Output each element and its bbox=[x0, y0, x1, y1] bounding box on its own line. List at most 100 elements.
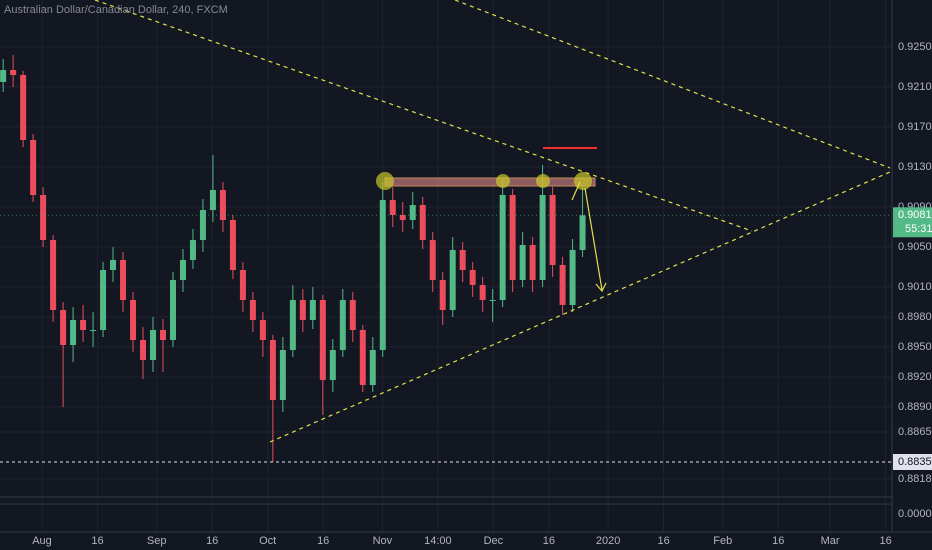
candle-body bbox=[229, 220, 236, 270]
resistance-zone bbox=[384, 177, 596, 187]
y-tick-label: 0.88180 bbox=[898, 473, 932, 485]
candle-body bbox=[359, 330, 366, 385]
candle-body bbox=[299, 300, 306, 320]
candle-body bbox=[0, 70, 7, 82]
candle-body bbox=[499, 195, 506, 300]
candle-body bbox=[40, 195, 47, 240]
candle-body bbox=[459, 250, 466, 270]
candle-body bbox=[519, 245, 526, 280]
candle-body bbox=[20, 75, 27, 140]
candle-body bbox=[309, 300, 316, 320]
x-tick-label: 16 bbox=[91, 535, 103, 547]
x-tick-label: 16 bbox=[772, 535, 784, 547]
arrow bbox=[584, 187, 603, 291]
candle-body bbox=[30, 140, 37, 195]
candle-body bbox=[559, 265, 566, 305]
candle-body bbox=[449, 250, 456, 310]
candle-body bbox=[379, 200, 386, 350]
candles bbox=[0, 55, 586, 462]
candle-body bbox=[50, 240, 57, 310]
arrow-head bbox=[595, 282, 607, 293]
grid bbox=[0, 0, 892, 532]
candle-body bbox=[569, 250, 576, 305]
candle-body bbox=[539, 195, 546, 280]
chart-title: Australian Dollar/Canadian Dollar, 240, … bbox=[4, 4, 228, 16]
drawings bbox=[94, 0, 891, 443]
candle-body bbox=[399, 215, 406, 220]
last-price-label: 0.90817 bbox=[898, 209, 932, 221]
candle-body bbox=[289, 300, 296, 350]
candle-body bbox=[70, 320, 77, 345]
candle-body bbox=[169, 280, 176, 340]
candle-body bbox=[549, 195, 556, 265]
last-price-box bbox=[893, 207, 932, 238]
touch-marker bbox=[536, 174, 550, 188]
candle-body bbox=[279, 350, 286, 400]
candle-body bbox=[219, 190, 226, 220]
lower-pane-tick-label: 0.00000 bbox=[898, 508, 932, 520]
x-tick-label: 16 bbox=[657, 535, 669, 547]
candle-body bbox=[489, 300, 496, 301]
candle-body bbox=[429, 240, 436, 280]
candle-body bbox=[419, 205, 426, 240]
candle-body bbox=[369, 350, 376, 385]
x-tick-label: Dec bbox=[484, 535, 504, 547]
trend-line bbox=[269, 171, 891, 443]
candle-body bbox=[130, 300, 137, 340]
x-tick-label: 16 bbox=[206, 535, 218, 547]
x-tick-label: 16 bbox=[317, 535, 329, 547]
candle-body bbox=[329, 350, 336, 380]
touch-marker bbox=[574, 172, 592, 190]
candle-body bbox=[110, 260, 117, 270]
candle-body bbox=[189, 240, 196, 260]
candle-body bbox=[179, 260, 186, 280]
candle-body bbox=[259, 320, 266, 340]
touch-marker bbox=[376, 172, 394, 190]
x-tick-label: 14:00 bbox=[424, 535, 452, 547]
level-label-box bbox=[893, 454, 932, 470]
candle-body bbox=[80, 320, 87, 330]
candle-body bbox=[120, 260, 127, 300]
x-tick-label: Mar bbox=[821, 535, 840, 547]
x-tick-label: Feb bbox=[713, 535, 732, 547]
candle-body bbox=[529, 245, 536, 280]
candle-body bbox=[209, 190, 216, 210]
countdown: 55:31 bbox=[905, 223, 932, 235]
x-tick-label: 16 bbox=[543, 535, 555, 547]
candle-body bbox=[149, 330, 156, 360]
x-tick-label: 2020 bbox=[596, 535, 620, 547]
candle-body bbox=[10, 70, 17, 75]
x-tick-label: Aug bbox=[32, 535, 52, 547]
candle-body bbox=[269, 340, 276, 400]
candle-body bbox=[249, 300, 256, 320]
candle-body bbox=[140, 340, 147, 360]
candle-body bbox=[509, 195, 516, 280]
candle-body bbox=[60, 310, 67, 345]
candle-body bbox=[100, 270, 107, 330]
candle-body bbox=[409, 205, 416, 220]
candle-body bbox=[90, 330, 97, 331]
candle-body bbox=[389, 200, 396, 215]
candle-body bbox=[319, 300, 326, 380]
axes: 0.925000.921000.917000.913000.909000.905… bbox=[0, 41, 932, 547]
candle-body bbox=[469, 270, 476, 285]
trend-line bbox=[454, 0, 891, 169]
x-tick-label: 16 bbox=[879, 535, 891, 547]
candle-body bbox=[339, 300, 346, 350]
candle-body bbox=[439, 280, 446, 310]
candle-body bbox=[479, 285, 486, 300]
